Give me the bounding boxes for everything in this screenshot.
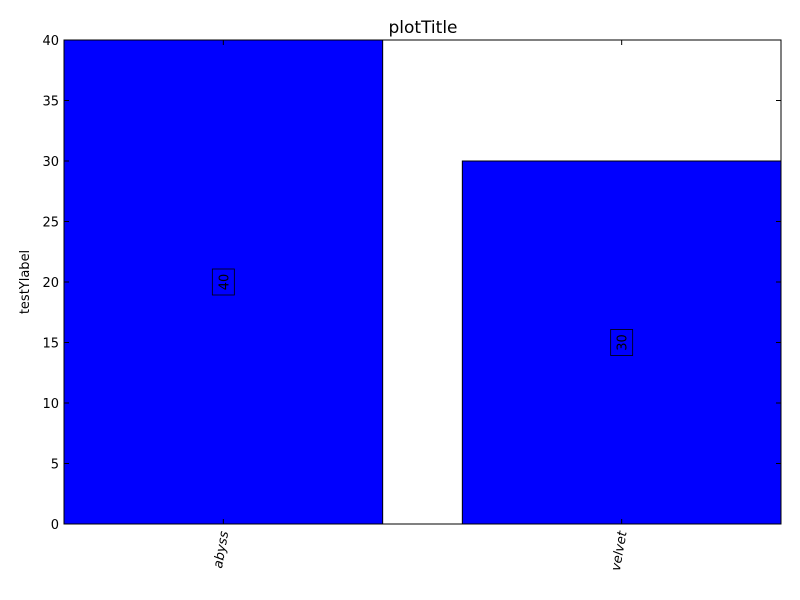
y-tick-label: 30 [42, 155, 59, 170]
axes-group: abyss velvet 0 5 10 15 20 25 30 35 40 [42, 34, 782, 572]
x-tick-label: abyss [211, 530, 232, 570]
data-label-group-velvet: 30 [610, 329, 634, 356]
plot-frame [63, 39, 782, 525]
y-tick-label: 35 [42, 95, 59, 110]
bars-group: 40 30 [63, 39, 782, 525]
x-tick-label: velvet [609, 529, 631, 572]
y-tick-label: 25 [42, 216, 59, 231]
y-axis-label: testYlabel [18, 250, 33, 314]
y-tick-label: 0 [51, 518, 59, 533]
bar-abyss [63, 39, 384, 525]
data-label-box [610, 329, 634, 356]
data-label-box [211, 268, 235, 296]
y-tick-label: 5 [51, 458, 59, 473]
data-label: 30 [616, 334, 631, 351]
chart-title: plotTitle [388, 18, 457, 38]
y-tick-label: 20 [42, 276, 59, 291]
data-label-group-abyss: 40 [211, 268, 235, 296]
data-label: 40 [217, 274, 232, 291]
y-tick-label: 15 [42, 337, 59, 352]
y-tick-label: 40 [42, 34, 59, 49]
bar-velvet [461, 160, 782, 525]
y-tick-label: 10 [42, 397, 59, 412]
